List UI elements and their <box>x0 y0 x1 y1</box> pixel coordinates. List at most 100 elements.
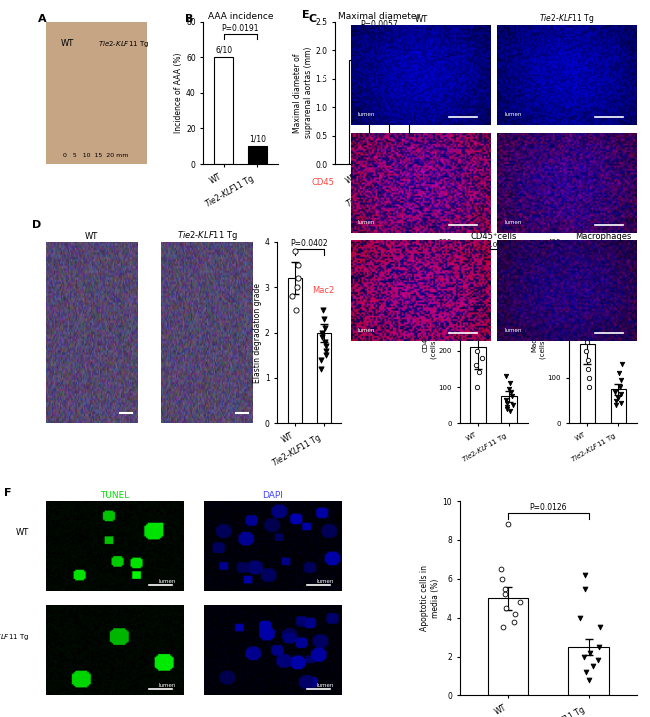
Point <box>610 386 620 397</box>
Point <box>496 564 506 575</box>
Point <box>584 304 595 315</box>
Point <box>580 318 591 329</box>
Text: P=0.0191: P=0.0191 <box>222 24 259 33</box>
Point <box>317 327 327 338</box>
Text: WT: WT <box>16 528 29 537</box>
Point <box>515 597 525 608</box>
Point <box>504 383 515 394</box>
Point <box>614 368 625 379</box>
Title: Macrophages: Macrophages <box>575 232 631 241</box>
Point <box>473 381 483 393</box>
Point <box>595 622 605 633</box>
Bar <box>488 598 528 695</box>
Point <box>579 651 590 663</box>
Point <box>351 65 361 76</box>
Point <box>615 381 625 393</box>
Point <box>472 280 482 291</box>
Text: lumen: lumen <box>159 683 176 688</box>
Text: lumen: lumen <box>504 328 521 333</box>
Point <box>613 393 623 404</box>
Text: P=0.0023: P=0.0023 <box>586 243 620 249</box>
Point <box>292 282 302 293</box>
Text: lumen: lumen <box>358 220 375 225</box>
Point <box>502 518 513 530</box>
Point <box>350 90 360 101</box>
Point <box>575 612 585 624</box>
Text: $\it{Tie2}$-$\it{KLF11}$ Tg: $\it{Tie2}$-$\it{KLF11}$ Tg <box>98 39 149 49</box>
Point <box>509 616 519 627</box>
Point <box>510 608 520 619</box>
Point <box>471 316 481 328</box>
Point <box>290 245 300 257</box>
Title: DAPI: DAPI <box>262 491 283 500</box>
Point <box>356 50 367 62</box>
Point <box>474 255 484 266</box>
Text: 0   5   10  15  20 mm: 0 5 10 15 20 mm <box>63 153 128 158</box>
Text: P=0.0038: P=0.0038 <box>476 242 511 248</box>
Bar <box>569 647 609 695</box>
Point <box>617 358 627 370</box>
Text: D: D <box>32 220 41 230</box>
Y-axis label: Mac2⁺cells
(cells per mm²): Mac2⁺cells (cells per mm²) <box>532 305 546 359</box>
Title: WT: WT <box>414 15 428 24</box>
Point <box>506 386 516 398</box>
Text: P=0.0402: P=0.0402 <box>291 239 328 248</box>
Bar <box>317 333 331 423</box>
Text: IgG: IgG <box>320 71 334 80</box>
Point <box>471 359 482 371</box>
Point <box>508 399 518 411</box>
Bar <box>349 60 369 164</box>
Text: C: C <box>309 14 317 24</box>
Text: Mac2: Mac2 <box>312 286 334 295</box>
Point <box>472 345 482 356</box>
Bar <box>248 146 266 164</box>
Point <box>393 90 404 101</box>
Bar <box>501 396 517 423</box>
Text: P=0.0126: P=0.0126 <box>530 503 567 512</box>
Point <box>580 569 590 581</box>
Point <box>580 583 590 594</box>
Y-axis label: Apoptotic cells in
media (%): Apoptotic cells in media (%) <box>420 565 439 631</box>
Point <box>291 304 302 315</box>
Text: lumen: lumen <box>504 113 521 118</box>
Bar <box>287 278 302 423</box>
Text: WT: WT <box>60 39 74 47</box>
Title: WT: WT <box>84 232 98 241</box>
Title: $\it{Tie2}$-$\it{KLF11}$ Tg: $\it{Tie2}$-$\it{KLF11}$ Tg <box>540 12 595 25</box>
Point <box>584 381 594 393</box>
Point <box>318 313 329 325</box>
Text: F: F <box>5 488 12 498</box>
Point <box>320 349 331 361</box>
Point <box>579 290 590 302</box>
Point <box>505 405 515 417</box>
Text: lumen: lumen <box>358 328 375 333</box>
Title: CD45⁺cells: CD45⁺cells <box>471 232 517 241</box>
Text: lumen: lumen <box>504 220 521 225</box>
Point <box>588 660 598 672</box>
Point <box>350 78 361 90</box>
Point <box>582 336 592 347</box>
Point <box>583 363 593 374</box>
Point <box>610 395 621 407</box>
Point <box>395 98 406 110</box>
Text: $\it{Tie2}$-$\it{KLF11}$ Tg: $\it{Tie2}$-$\it{KLF11}$ Tg <box>0 632 29 642</box>
Point <box>354 56 364 67</box>
Bar <box>610 389 626 423</box>
Point <box>321 345 332 356</box>
Point <box>502 402 512 413</box>
Point <box>501 371 512 382</box>
Point <box>497 573 507 584</box>
Point <box>502 398 512 409</box>
Point <box>585 647 595 658</box>
Point <box>504 378 515 389</box>
Text: 1/10: 1/10 <box>249 135 266 143</box>
Point <box>474 301 485 313</box>
Text: lumen: lumen <box>317 683 334 688</box>
Point <box>395 107 406 118</box>
Point <box>584 674 594 685</box>
Text: lumen: lumen <box>159 579 176 584</box>
Point <box>389 87 399 98</box>
Point <box>395 95 405 107</box>
Text: B: B <box>185 14 193 24</box>
Point <box>593 641 604 652</box>
